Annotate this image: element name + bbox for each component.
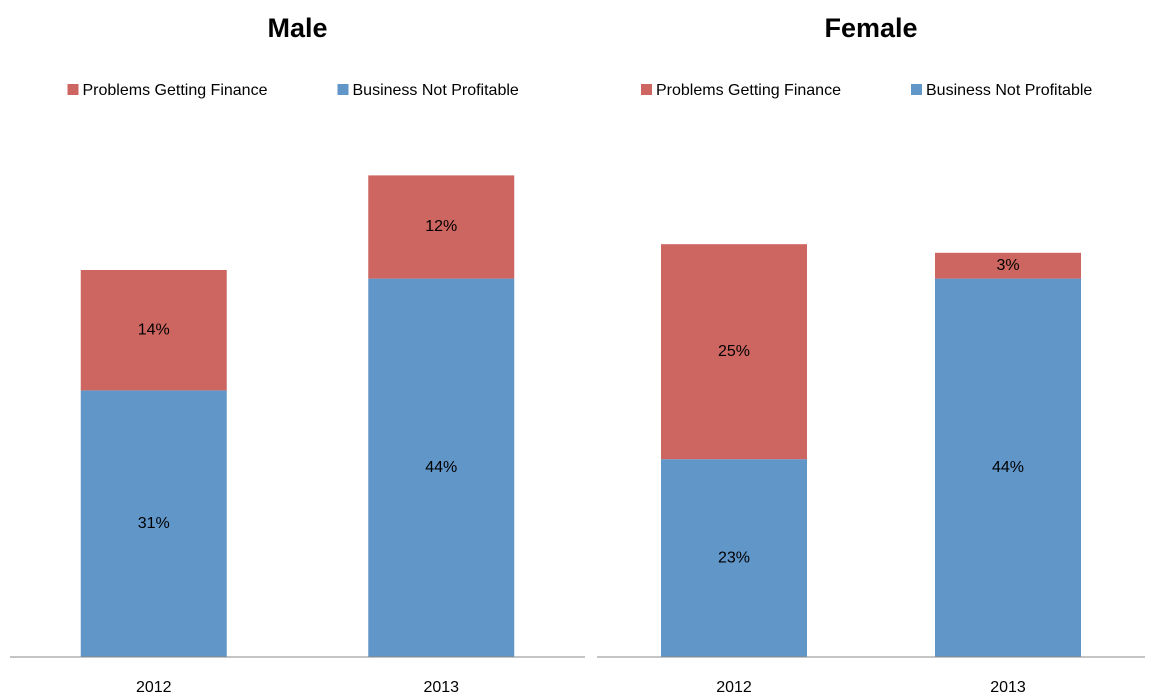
bar-segment: [935, 252, 1081, 279]
data-label: 3%: [996, 257, 1019, 274]
x-tick-label: 2012: [716, 679, 752, 696]
data-label: 14%: [138, 321, 170, 338]
x-tick-label: 2013: [990, 679, 1026, 696]
data-label: 23%: [718, 549, 750, 566]
legend-swatch: [67, 84, 79, 95]
bar-segment: [368, 278, 515, 657]
chart-title: Female: [824, 13, 917, 43]
bar-segment: [935, 278, 1081, 657]
legend-label: Business Not Profitable: [926, 82, 1092, 99]
bar-segment: [80, 270, 227, 391]
legend-label: Problems Getting Finance: [656, 82, 841, 99]
bar-segment: [661, 244, 807, 460]
data-label: 25%: [718, 343, 750, 360]
x-tick-label: 2012: [136, 679, 172, 696]
legend-swatch: [641, 84, 652, 95]
bar-segment: [661, 459, 807, 657]
data-label: 44%: [992, 459, 1024, 476]
x-tick-label: 2013: [423, 679, 459, 696]
bar-segment: [368, 175, 515, 279]
data-label: 31%: [138, 515, 170, 532]
legend-swatch: [337, 84, 349, 95]
legend-label: Business Not Profitable: [353, 82, 519, 99]
legend-swatch: [911, 84, 922, 95]
data-label: 12%: [425, 218, 457, 235]
bar-segment: [80, 390, 227, 657]
chart-title: Male: [267, 13, 327, 43]
legend-label: Problems Getting Finance: [83, 82, 268, 99]
data-label: 44%: [425, 459, 457, 476]
